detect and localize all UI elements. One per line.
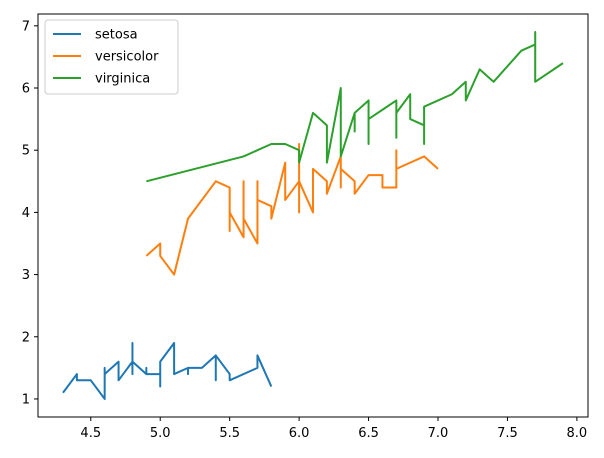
x-tick-label: 5.0	[150, 426, 171, 441]
x-tick-label: 6.5	[358, 426, 379, 441]
y-tick-label: 4	[22, 206, 30, 221]
legend-label-virginica: virginica	[95, 72, 150, 87]
y-tick-label: 7	[22, 19, 30, 34]
legend-box	[44, 19, 179, 95]
x-tick-label: 7.5	[497, 426, 518, 441]
y-tick-label: 3	[22, 268, 30, 283]
x-tick-label: 5.5	[219, 426, 240, 441]
y-tick-label: 5	[22, 144, 30, 159]
legend: setosa versicolor virginica	[44, 19, 179, 95]
plot-frame	[37, 13, 589, 418]
y-axis-ticks: 1 2 3 4 5 6 7	[22, 19, 38, 407]
x-tick-label: 6.0	[289, 426, 310, 441]
y-tick-label: 1	[22, 392, 30, 407]
legend-label-setosa: setosa	[95, 28, 138, 43]
y-tick-label: 6	[22, 82, 30, 97]
x-axis-ticks: 4.5 5.0 5.5 6.0 6.5 7.0 7.5 8.0	[80, 417, 587, 441]
y-tick-label: 2	[22, 330, 30, 345]
x-tick-label: 7.0	[428, 426, 449, 441]
series-line-versicolor	[145, 142, 439, 276]
series-line-setosa	[62, 341, 273, 400]
series-layer	[62, 31, 564, 400]
x-tick-label: 8.0	[567, 426, 588, 441]
series-line-virginica	[146, 31, 564, 183]
legend-label-versicolor: versicolor	[95, 50, 159, 65]
x-tick-label: 4.5	[80, 426, 101, 441]
